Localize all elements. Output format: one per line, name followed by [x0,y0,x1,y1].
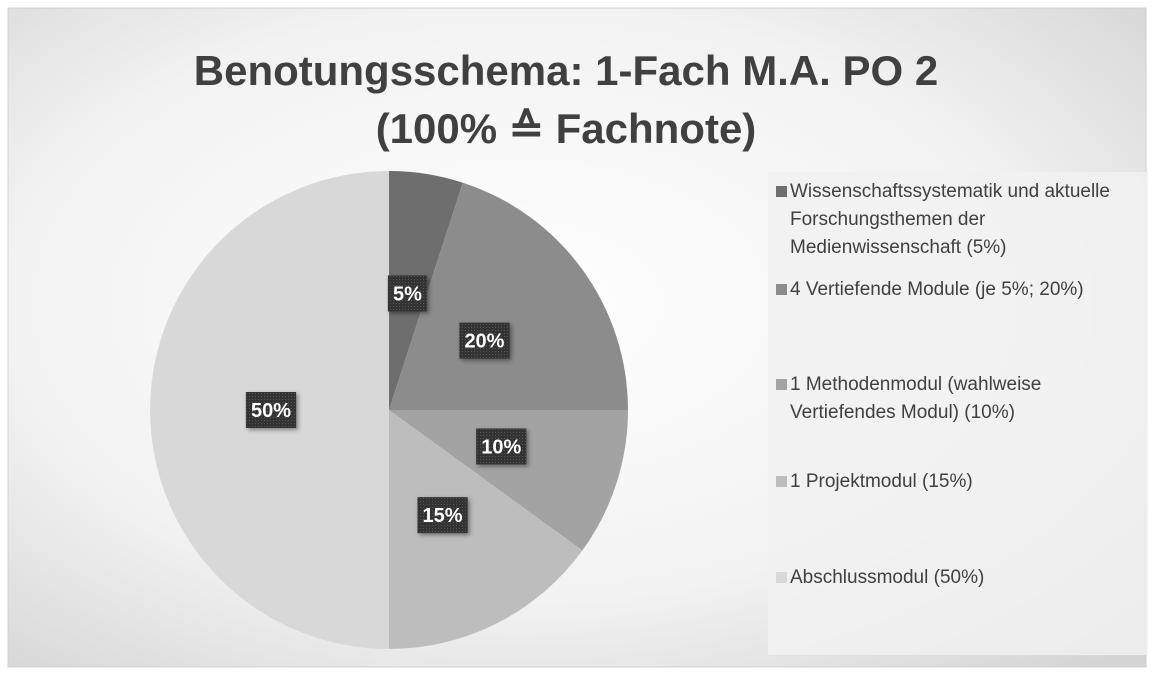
legend-label: 4 Vertiefende Module (je 5%; 20%) [790,279,1084,300]
legend-label: 1 Projektmodul (15%) [790,471,973,492]
legend-box [768,172,1148,655]
legend-entry: 1 Methodenmodul (wahlweise Vertiefendes … [776,371,1136,427]
data-label: 15% [423,505,463,527]
legend-label: Wissenschaftssystematik und aktuelle For… [790,181,1110,258]
legend-entry: Abschlussmodul (50%) [776,564,1136,592]
chart-title: (100% ≙ Fachnote) [376,105,757,152]
chart-title: Benotungsschema: 1-Fach M.A. PO 2 [194,47,938,94]
legend-entry: 1 Projektmodul (15%) [776,468,1136,496]
data-label-box [387,275,428,312]
data-label: 50% [251,400,291,422]
pie-slice [389,410,628,551]
legend-label: 1 Methodenmodul (wahlweise Vertiefendes … [790,374,1042,423]
data-label-box [417,497,468,534]
data-label-box [245,392,297,428]
pie-slice [389,410,583,649]
legend-entry: 4 Vertiefende Module (je 5%; 20%) [776,276,1136,304]
data-label-box [476,428,527,465]
legend-swatch [776,379,787,390]
pie-slice [389,182,628,410]
data-label: 20% [464,331,504,353]
data-label: 10% [481,436,521,458]
legend-swatch [776,476,787,487]
legend-swatch [776,284,787,295]
legend-swatch [776,572,787,583]
legend-entry: Wissenschaftssystematik und aktuelle For… [776,178,1136,262]
legend-swatch [776,186,787,197]
data-label-box [459,322,510,359]
legend-label: Abschlussmodul (50%) [790,567,985,588]
data-label: 5% [393,283,422,305]
